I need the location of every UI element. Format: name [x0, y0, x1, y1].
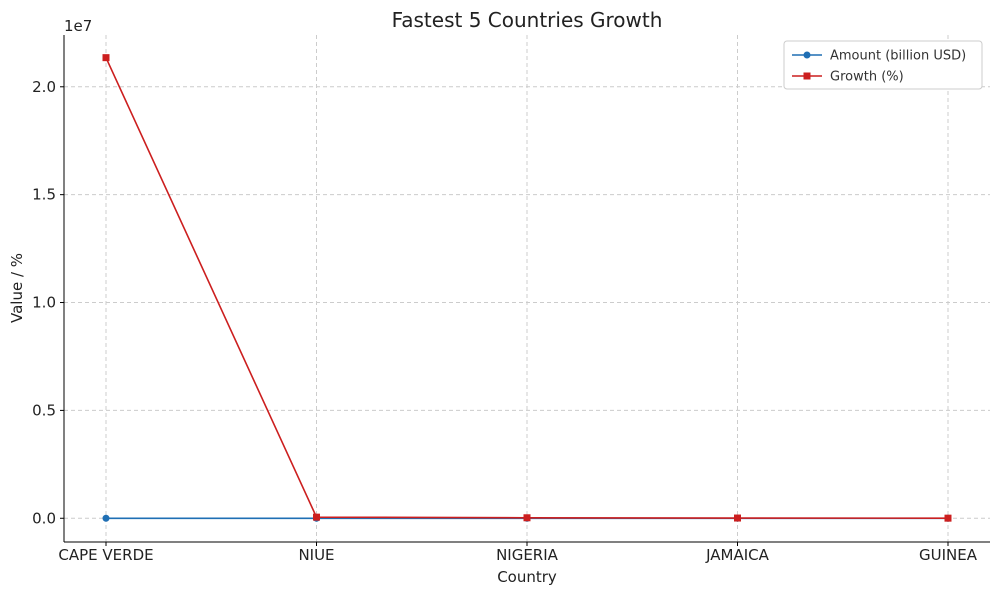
y-scale-label: 1e7: [64, 17, 92, 35]
x-tick-label: NIGERIA: [496, 546, 559, 564]
x-axis-label: Country: [497, 568, 557, 586]
chart-title: Fastest 5 Countries Growth: [392, 8, 663, 32]
data-point: [102, 514, 110, 522]
tick-labels: CAPE VERDE NIUE NIGERIA JAMAICA GUINEA 0.0 0.5…: [32, 78, 978, 564]
series: [102, 54, 952, 522]
x-tick-label: CAPE VERDE: [58, 546, 153, 564]
legend: Amount (billion USD) Growth (%): [783, 40, 983, 90]
y-axis-label: Value / %: [8, 253, 26, 323]
y-tick-label: 1.0: [32, 294, 56, 312]
y-tick-label: 0.5: [32, 401, 56, 419]
legend-marker-growth: [803, 72, 811, 80]
data-point: [734, 514, 741, 522]
data-point: [944, 514, 952, 522]
x-tick-label: NIUE: [298, 546, 334, 564]
data-point: [102, 54, 110, 62]
y-tick-label: 0.0: [32, 509, 56, 527]
legend-box: [783, 40, 983, 90]
y-tick-label: 1.5: [32, 186, 56, 204]
legend-label-growth: Growth (%): [830, 70, 904, 85]
data-point: [313, 513, 320, 521]
grid-lines: [64, 35, 990, 542]
y-tick-label: 2.0: [32, 78, 56, 96]
x-tick-label: GUINEA: [919, 546, 978, 564]
series-growth: [102, 54, 952, 522]
data-point: [523, 514, 531, 522]
x-tick-label: JAMAICA: [705, 546, 770, 564]
legend-label-amount: Amount (billion USD): [830, 49, 966, 64]
legend-marker-amount: [803, 51, 811, 59]
